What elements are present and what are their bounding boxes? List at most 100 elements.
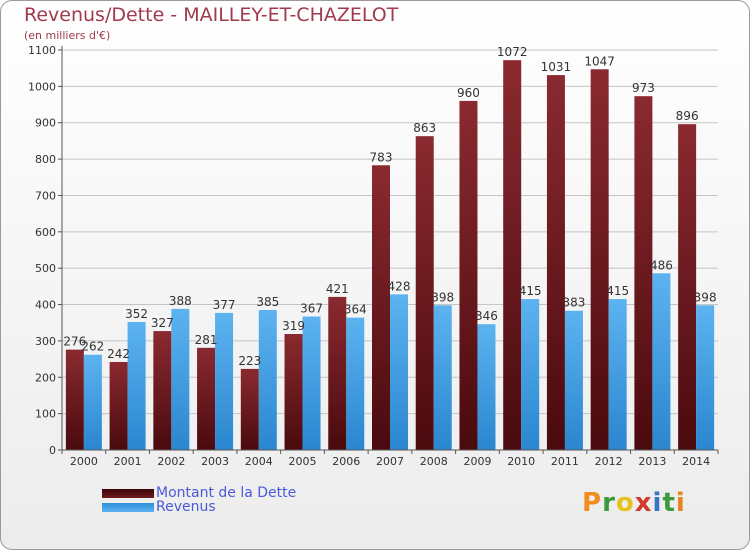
revenue-bar (215, 312, 234, 450)
logo-letter: x (634, 488, 653, 518)
x-tick-label: 2014 (682, 455, 710, 468)
logo-letter: o (615, 488, 635, 518)
debt-value-label: 783 (370, 150, 393, 164)
y-tick-label: 400 (35, 299, 56, 312)
x-tick-label: 2005 (289, 455, 317, 468)
revenue-bar (171, 308, 190, 450)
y-tick-label: 700 (35, 189, 56, 202)
debt-bar (109, 362, 128, 450)
debt-value-label: 960 (457, 86, 480, 100)
y-tick-label: 200 (35, 371, 56, 384)
revenue-value-label: 415 (519, 284, 542, 298)
x-tick-label: 2008 (420, 455, 448, 468)
revenue-value-label: 428 (388, 279, 411, 293)
x-tick-label: 2007 (376, 455, 404, 468)
legend-label-debt: Montant de la Dette (156, 485, 297, 501)
debt-value-label: 1047 (584, 54, 615, 68)
debt-value-label: 973 (632, 81, 655, 95)
revenue-bar (477, 324, 496, 450)
debt-bar (503, 60, 522, 450)
debt-bar (65, 349, 84, 450)
x-tick-label: 2000 (70, 455, 98, 468)
revenue-bar (521, 299, 540, 450)
revenue-bar (608, 299, 627, 450)
proxiti-logo: Proxiti (582, 488, 686, 518)
revenue-bar (83, 354, 102, 450)
debt-value-label: 327 (151, 316, 174, 330)
x-tick-label: 2004 (245, 455, 273, 468)
legend-item-debt: Montant de la Dette (102, 485, 297, 501)
debt-value-label: 242 (107, 347, 130, 361)
x-tick-label: 2012 (595, 455, 623, 468)
debt-bar (153, 331, 172, 450)
debt-value-label: 863 (413, 121, 436, 135)
revenue-bar (346, 317, 365, 450)
y-tick-label: 0 (49, 444, 56, 457)
debt-bar (459, 100, 478, 450)
debt-value-label: 223 (238, 354, 261, 368)
debt-bar (415, 136, 434, 450)
x-tick-label: 2006 (332, 455, 360, 468)
x-tick-label: 2013 (638, 455, 666, 468)
debt-bar (372, 165, 390, 451)
revenue-bar (302, 316, 321, 450)
y-tick-label: 300 (35, 335, 56, 348)
legend-swatch-revenue (102, 502, 154, 512)
debt-value-label: 276 (63, 335, 86, 349)
y-tick-label: 100 (35, 408, 56, 421)
debt-value-label: 421 (326, 282, 349, 296)
revenue-value-label: 486 (650, 258, 673, 272)
debt-value-label: 1031 (541, 60, 572, 74)
x-tick-label: 2011 (551, 455, 579, 468)
y-tick-label: 1100 (28, 44, 56, 57)
revenue-bar (564, 310, 583, 450)
revenue-value-label: 262 (81, 340, 104, 354)
revenue-value-label: 377 (213, 298, 236, 312)
y-tick-label: 800 (35, 153, 56, 166)
legend-item-revenue: Revenus (102, 499, 296, 515)
revenue-bar (652, 273, 671, 450)
revenue-value-label: 385 (256, 295, 279, 309)
x-tick-label: 2002 (157, 455, 185, 468)
y-tick-label: 500 (35, 262, 56, 275)
debt-value-label: 896 (676, 109, 699, 123)
revenue-bar (390, 294, 408, 450)
logo-letter: t (662, 488, 676, 518)
logo-letter: i (675, 488, 686, 518)
x-tick-label: 2001 (114, 455, 142, 468)
x-tick-label: 2009 (463, 455, 491, 468)
debt-bar (546, 75, 565, 450)
y-tick-label: 1000 (28, 80, 56, 93)
revenue-value-label: 398 (431, 290, 454, 304)
y-tick-label: 600 (35, 226, 56, 239)
chart-subtitle: (en milliers d'€) (24, 29, 111, 42)
debt-value-label: 319 (282, 319, 305, 333)
legend-swatch-debt (102, 488, 154, 498)
debt-bar (328, 296, 347, 450)
debt-bar (678, 124, 697, 450)
chart-title: Revenus/Dette - MAILLEY-ET-CHAZELOT (24, 4, 399, 26)
revenue-value-label: 398 (694, 290, 717, 304)
debt-value-label: 1072 (497, 45, 528, 59)
x-tick-label: 2003 (201, 455, 229, 468)
revenue-bar (696, 305, 715, 450)
debt-bar (590, 69, 609, 450)
y-tick-label: 900 (35, 117, 56, 130)
chart-legend: Montant de la Dette Revenus (102, 485, 297, 515)
debt-bar (284, 334, 303, 450)
revenue-bar (433, 305, 452, 450)
debt-bar (240, 368, 259, 450)
debt-bar (634, 96, 653, 450)
revenue-value-label: 346 (475, 309, 498, 323)
x-tick-label: 2010 (507, 455, 535, 468)
logo-letter: P (582, 488, 603, 518)
revenue-value-label: 383 (562, 296, 585, 310)
revenue-bar (258, 310, 277, 450)
revenue-value-label: 415 (606, 284, 629, 298)
debt-value-label: 281 (195, 333, 218, 347)
revenue-value-label: 367 (300, 302, 323, 316)
logo-letter: r (602, 488, 616, 518)
revenue-bar (127, 322, 146, 450)
debt-bar (197, 347, 216, 450)
